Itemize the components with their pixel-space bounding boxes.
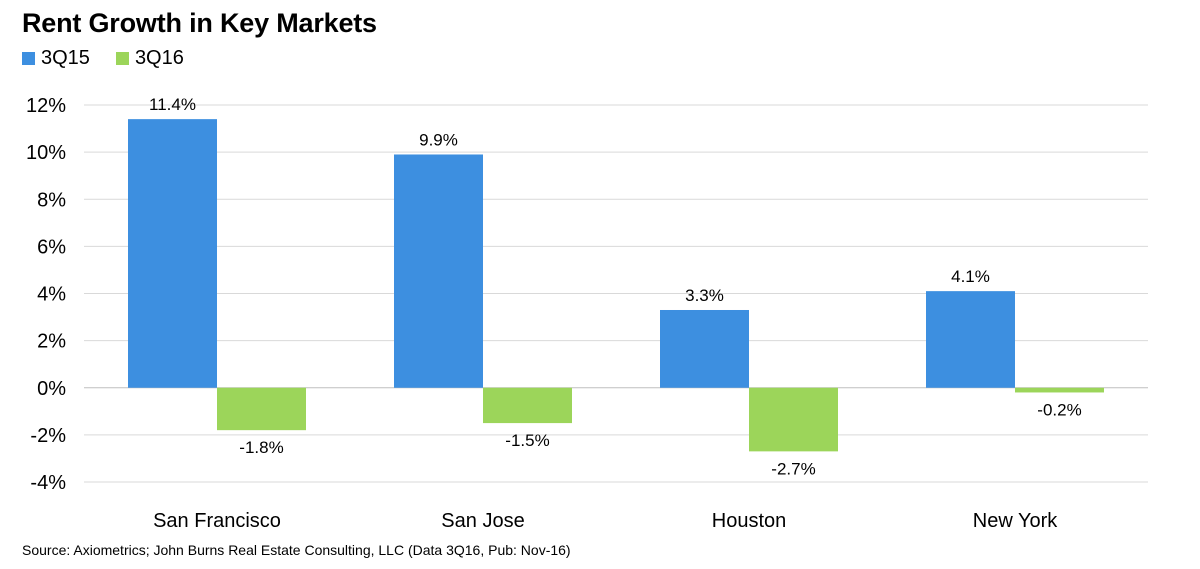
bar-3q15-houston <box>660 309 749 388</box>
bar-3q15-san-francisco <box>128 119 217 388</box>
y-tick-label: 4% <box>37 284 66 306</box>
legend-label-3q16: 3Q16 <box>134 47 184 69</box>
x-tick-label: San Jose <box>441 510 524 532</box>
x-tick-label: New York <box>973 510 1058 532</box>
data-label: 9.9% <box>419 130 458 149</box>
chart-title: Rent Growth in Key Markets <box>22 8 377 38</box>
y-tick-label: 10% <box>26 142 66 164</box>
data-label: -2.7% <box>771 459 815 478</box>
legend: 3Q15 3Q16 <box>22 47 210 70</box>
y-tick-label: 8% <box>37 189 66 211</box>
legend-item-3q16: 3Q16 <box>115 47 184 70</box>
legend-item-3q15: 3Q15 <box>22 47 90 70</box>
bar-3q15-new-york <box>926 291 1015 388</box>
y-tick-label: -2% <box>30 425 66 447</box>
bar-3q16-san-jose <box>483 387 572 424</box>
data-label: -1.8% <box>239 438 283 457</box>
bar-3q15-san-jose <box>394 154 483 388</box>
legend-swatch-3q16 <box>115 52 129 65</box>
bar-3q16-san-francisco <box>217 387 306 431</box>
y-tick-label: 6% <box>37 236 66 258</box>
y-tick-label: 12% <box>26 95 66 117</box>
legend-label-3q15: 3Q15 <box>41 47 90 69</box>
y-tick-label: -4% <box>30 472 66 494</box>
x-tick-label: Houston <box>712 510 787 532</box>
bar-3q16-new-york <box>1015 387 1104 393</box>
data-label: 4.1% <box>951 267 990 286</box>
bar-3q16-houston <box>749 387 838 452</box>
data-label: 11.4% <box>149 95 196 114</box>
source-note: Source: Axiometrics; John Burns Real Est… <box>22 542 571 558</box>
data-label: -1.5% <box>505 431 549 450</box>
y-tick-label: 0% <box>37 378 66 400</box>
data-label: -0.2% <box>1037 400 1081 419</box>
legend-swatch-3q15 <box>22 52 35 65</box>
x-tick-label: San Francisco <box>153 510 281 532</box>
y-tick-label: 2% <box>37 331 66 353</box>
data-label: 3.3% <box>685 286 724 305</box>
